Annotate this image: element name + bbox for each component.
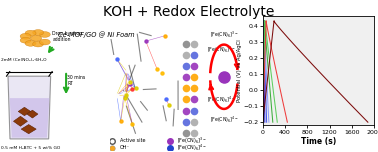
Polygon shape	[21, 124, 36, 134]
Text: Ce-MOF/GO @ Ni Foam: Ce-MOF/GO @ Ni Foam	[58, 31, 134, 38]
Text: Active site: Active site	[120, 138, 145, 143]
Text: [Fe(CN)$_6$]$^{4-}$: [Fe(CN)$_6$]$^{4-}$	[210, 115, 238, 125]
Text: OH⁻: OH⁻	[120, 145, 130, 150]
Text: [Fe(CN)$_6$]$^{3-}$: [Fe(CN)$_6$]$^{3-}$	[210, 29, 238, 40]
Y-axis label: Potential (V) vs Ag/AgCl: Potential (V) vs Ag/AgCl	[237, 39, 242, 102]
Polygon shape	[14, 116, 28, 126]
Text: [Fe(CN)$_6$]$^{4-}$: [Fe(CN)$_6$]$^{4-}$	[177, 143, 207, 152]
Circle shape	[39, 32, 50, 37]
Polygon shape	[27, 110, 38, 118]
Circle shape	[33, 30, 43, 35]
Polygon shape	[18, 107, 31, 116]
Text: [Fe(CN)$_6$]$^{3-}$: [Fe(CN)$_6$]$^{3-}$	[207, 44, 235, 55]
Circle shape	[25, 40, 36, 46]
Polygon shape	[8, 76, 51, 139]
X-axis label: Time (s): Time (s)	[301, 137, 336, 146]
Text: 0.5 mM H₃BTC + 5 wt% GO: 0.5 mM H₃BTC + 5 wt% GO	[1, 146, 60, 150]
Circle shape	[39, 39, 50, 45]
Circle shape	[20, 37, 31, 43]
Circle shape	[20, 33, 31, 39]
Text: [Fe(CN)$_6$]$^{4-}$: [Fe(CN)$_6$]$^{4-}$	[207, 94, 235, 105]
Text: [Fe(CN)$_6$]$^{3-}$: [Fe(CN)$_6$]$^{3-}$	[177, 135, 207, 146]
Text: 2mM (Ce(NO₃)₃·6H₂O: 2mM (Ce(NO₃)₃·6H₂O	[1, 59, 47, 62]
Circle shape	[31, 35, 42, 41]
Text: KOH + Redox Electrolyte: KOH + Redox Electrolyte	[103, 5, 275, 19]
Circle shape	[25, 30, 36, 36]
Text: 30 mins
RT: 30 mins RT	[67, 75, 85, 86]
Circle shape	[33, 41, 43, 47]
Polygon shape	[10, 98, 50, 138]
Text: Drop by drop
addition: Drop by drop addition	[53, 31, 82, 42]
